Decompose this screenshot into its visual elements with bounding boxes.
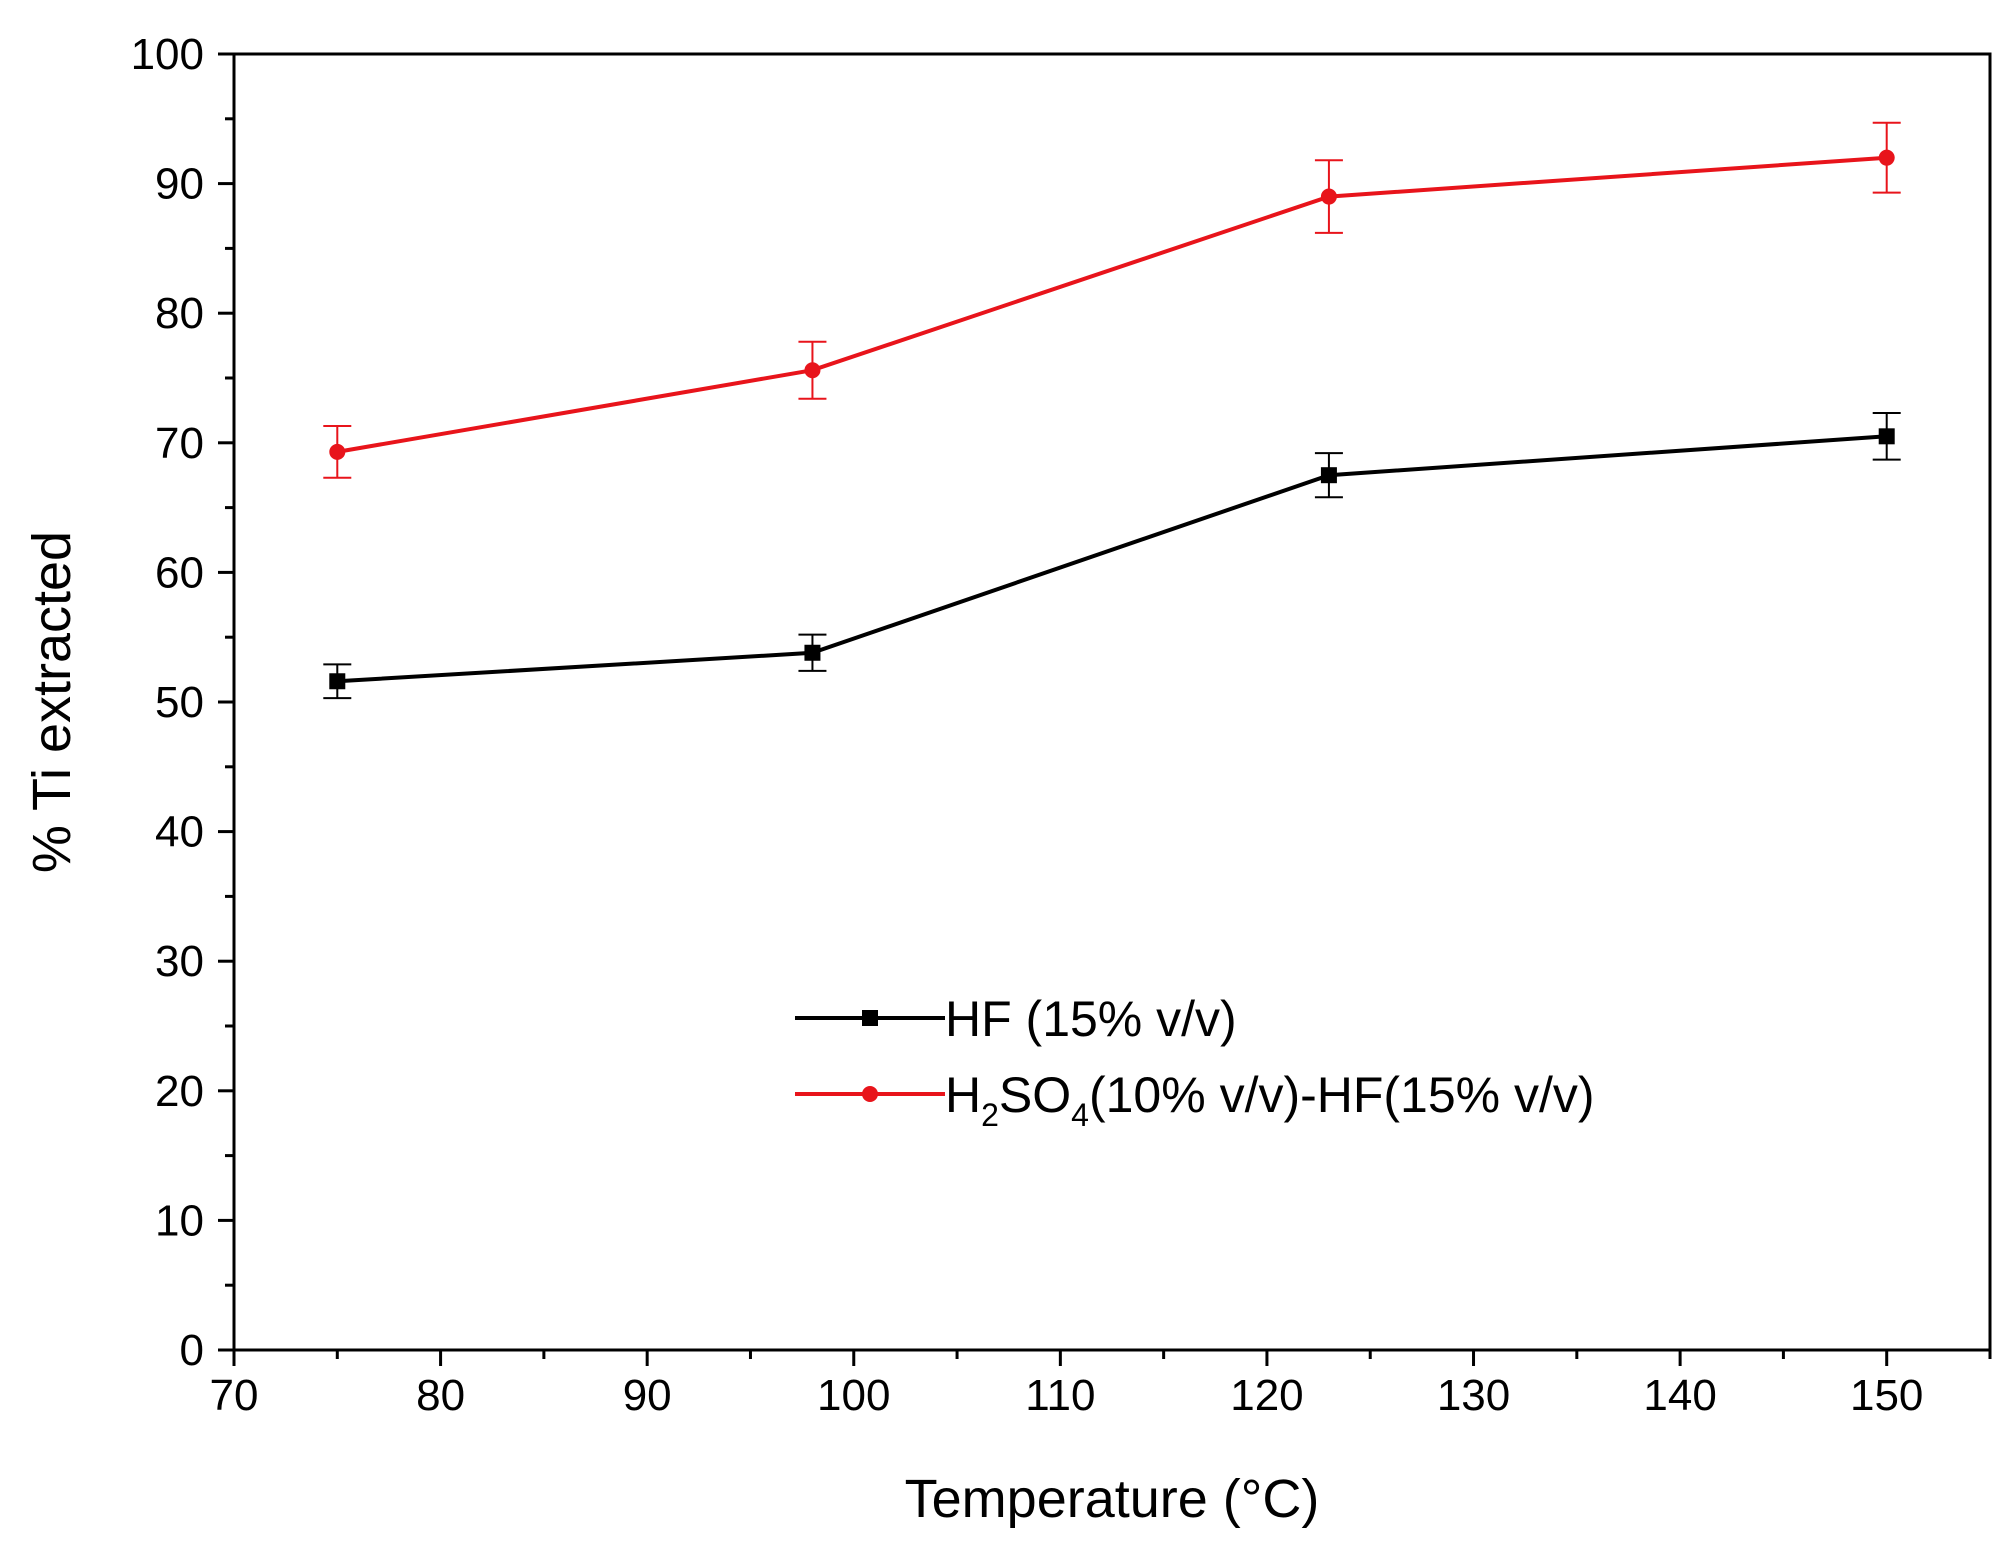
data-point-s2-3 (1320, 188, 1337, 205)
y-tick-label: 70 (155, 419, 204, 468)
y-tick-label: 100 (131, 30, 204, 79)
y-tick-label: 90 (155, 160, 204, 209)
y-tick-label: 40 (155, 808, 204, 857)
y-tick-label: 20 (155, 1067, 204, 1116)
series-line-2 (336, 155, 1887, 454)
x-tick-label: 140 (1643, 1371, 1716, 1420)
plot-frame (232, 52, 1992, 1352)
legend-marker-2 (862, 1086, 878, 1102)
series-line-1 (337, 434, 1887, 684)
data-point-s1-2 (804, 644, 821, 661)
x-tick-label: 120 (1230, 1371, 1303, 1420)
data-point-s1-3 (1320, 467, 1337, 484)
x-tick-label: 80 (416, 1371, 465, 1420)
x-tick-label: 110 (1025, 1371, 1095, 1420)
x-tick-label: 150 (1850, 1371, 1923, 1420)
data-point-s2-1 (329, 443, 346, 460)
x-axis-label: Temperature (°C) (905, 1469, 1320, 1529)
y-tick-label: 30 (155, 937, 204, 986)
x-tick-label: 70 (210, 1371, 259, 1420)
y-tick-label: 50 (155, 678, 204, 727)
y-tick-label: 60 (155, 548, 204, 597)
x-tick-label: 100 (817, 1371, 890, 1420)
y-tick-label: 10 (155, 1196, 204, 1245)
y-axis-label: % Ti extracted (22, 531, 82, 873)
x-tick-label: 90 (623, 1371, 672, 1420)
data-point-s2-4 (1878, 149, 1895, 166)
data-point-s1-4 (1878, 428, 1895, 445)
legend-label-2: H2SO4(10% v/v)-HF(15% v/v) (945, 1067, 1595, 1133)
data-point-s2-2 (804, 362, 821, 379)
data-point-s1-1 (329, 673, 346, 690)
x-tick-label: 130 (1437, 1371, 1510, 1420)
y-tick-label: 0 (180, 1326, 204, 1375)
legend-marker-1 (862, 1010, 878, 1026)
y-tick-label: 80 (155, 289, 204, 338)
legend-label-1: HF (15% v/v) (945, 991, 1237, 1047)
